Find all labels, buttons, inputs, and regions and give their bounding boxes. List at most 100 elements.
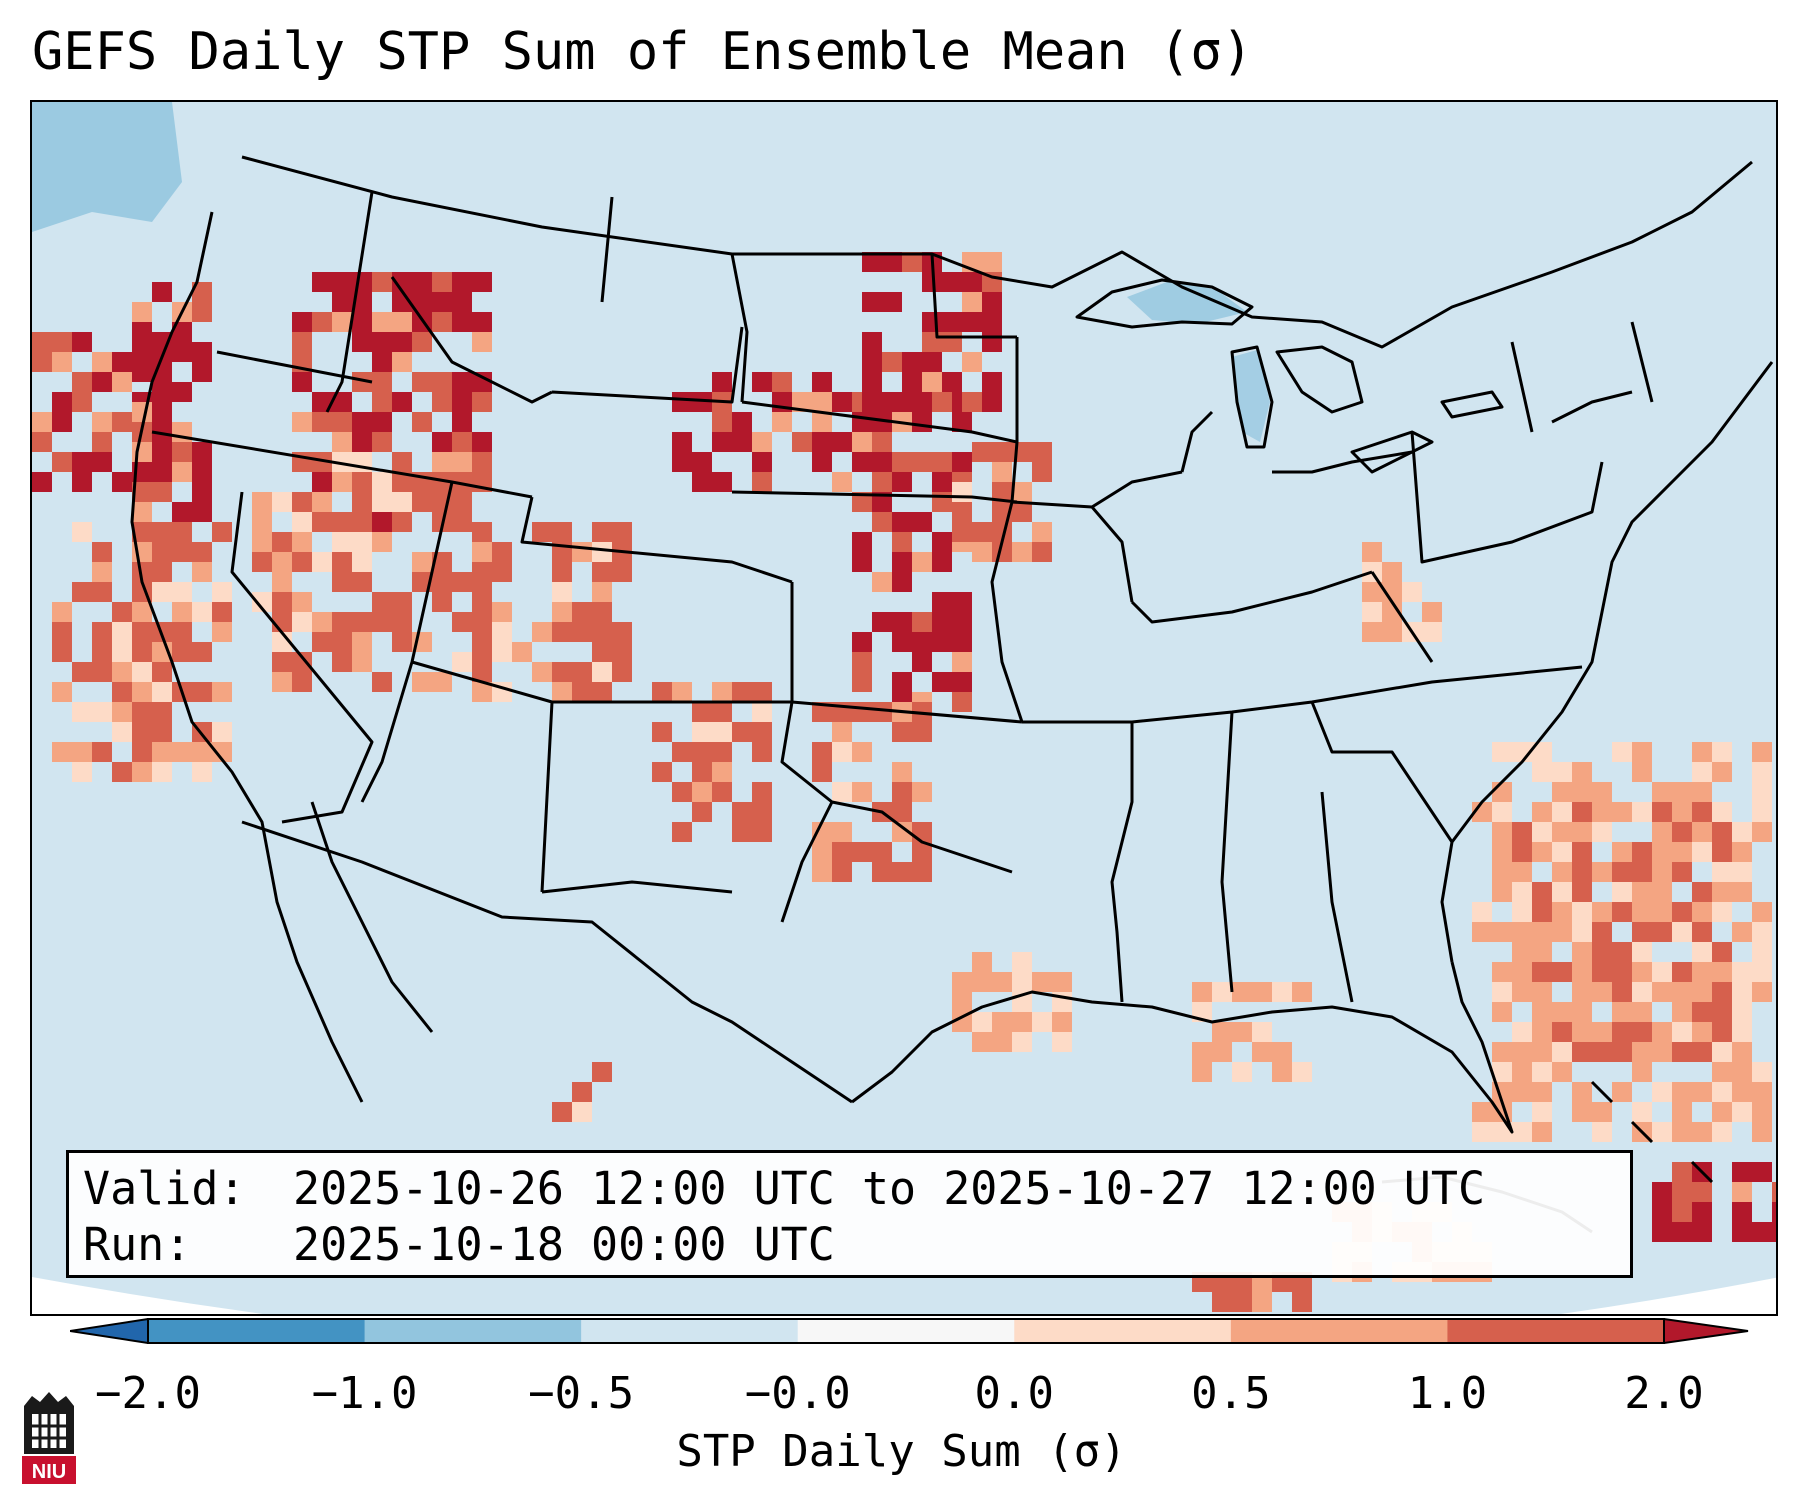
field-cell — [1552, 1042, 1572, 1062]
field-cell — [852, 452, 872, 472]
field-cell — [932, 532, 952, 552]
field-cell — [132, 682, 152, 702]
colorbar-extend-high — [1663, 1318, 1749, 1344]
field-cell — [472, 522, 492, 542]
field-cell — [472, 682, 492, 702]
colorbar-tick-label: −0.5 — [528, 1368, 635, 1419]
field-cell — [732, 722, 752, 742]
field-cell — [1492, 1042, 1512, 1062]
field-cell — [792, 392, 812, 412]
field-cell — [292, 552, 312, 572]
field-cell — [32, 332, 52, 352]
field-cell — [892, 552, 912, 572]
field-cell — [892, 782, 912, 802]
field-cell — [392, 492, 412, 512]
field-cell — [982, 312, 1002, 332]
field-cell — [332, 652, 352, 672]
field-cell — [972, 1012, 992, 1032]
field-cell — [1402, 582, 1422, 602]
field-cell — [1612, 842, 1632, 862]
field-cell — [832, 392, 852, 412]
field-cell — [132, 362, 152, 382]
field-cell — [1632, 1022, 1652, 1042]
field-cell — [412, 552, 432, 572]
field-cell — [352, 292, 372, 312]
field-cell — [862, 332, 882, 352]
field-cell — [1492, 802, 1512, 822]
field-cell — [1712, 962, 1732, 982]
canada-border — [241, 155, 1753, 349]
field-cell — [112, 682, 132, 702]
field-cell — [112, 762, 132, 782]
field-cell — [152, 422, 172, 442]
field-cell — [892, 392, 912, 412]
field-cell — [1232, 1292, 1252, 1312]
field-cell — [452, 312, 472, 332]
field-cell — [212, 522, 232, 542]
field-cell — [1532, 982, 1552, 1002]
field-cell — [712, 762, 732, 782]
field-cell — [1212, 1042, 1232, 1062]
field-cell — [1532, 1042, 1552, 1062]
field-cell — [1232, 1062, 1252, 1082]
field-cell — [1632, 962, 1652, 982]
field-cell — [32, 432, 52, 452]
field-cell — [72, 662, 92, 682]
field-cell — [852, 552, 872, 572]
field-cell — [1672, 1202, 1692, 1222]
field-cell — [1672, 1002, 1692, 1022]
field-cell — [312, 472, 332, 492]
field-cell — [372, 592, 392, 612]
field-cell — [1712, 742, 1732, 762]
field-cell — [952, 452, 972, 472]
field-cell — [1472, 1122, 1492, 1142]
field-cell — [1592, 862, 1612, 882]
field-cell — [1712, 1042, 1732, 1062]
pacific-blue-patch — [32, 102, 182, 232]
field-cell — [652, 722, 672, 742]
field-cell — [432, 372, 452, 392]
field-cell — [732, 822, 752, 842]
field-cell — [1612, 942, 1632, 962]
field-cell — [152, 462, 172, 482]
field-cell — [892, 672, 912, 692]
field-cell — [112, 372, 132, 392]
map-panel[interactable] — [30, 100, 1778, 1316]
field-cell — [1292, 1292, 1312, 1312]
field-cell — [1552, 802, 1572, 822]
field-cell — [1692, 1182, 1712, 1202]
field-cell — [1532, 942, 1552, 962]
field-cell — [1712, 882, 1732, 902]
field-cell — [672, 822, 692, 842]
field-cell — [112, 722, 132, 742]
lake-michigan — [1230, 345, 1274, 449]
field-cell — [982, 392, 1002, 412]
field-cell — [312, 452, 332, 472]
field-cell — [962, 392, 982, 412]
field-cell — [1572, 1082, 1592, 1102]
field-cell — [1362, 582, 1382, 602]
field-cell — [212, 722, 232, 742]
field-cell — [92, 582, 112, 602]
field-cell — [1292, 1062, 1312, 1082]
field-cell — [1032, 462, 1052, 482]
valid-run-info-box: Valid: 2025-10-26 12:00 UTC to 2025-10-27… — [66, 1150, 1633, 1278]
field-cell — [1552, 1062, 1572, 1082]
field-cell — [1732, 1002, 1752, 1022]
field-cell — [952, 632, 972, 652]
field-cell — [1012, 542, 1032, 562]
field-cell — [492, 622, 512, 642]
field-cell — [1592, 982, 1612, 1002]
field-cell — [952, 412, 972, 432]
field-cell — [1512, 842, 1532, 862]
field-cell — [1532, 962, 1552, 982]
field-cell — [752, 432, 772, 452]
field-cell — [892, 802, 912, 822]
field-cell — [982, 372, 1002, 392]
field-cell — [1732, 982, 1752, 1002]
field-cell — [1032, 1012, 1052, 1032]
field-cell — [372, 512, 392, 532]
field-cell — [832, 782, 852, 802]
run-value: 2025-10-18 00:00 UTC — [293, 1218, 835, 1271]
field-cell — [412, 292, 432, 312]
